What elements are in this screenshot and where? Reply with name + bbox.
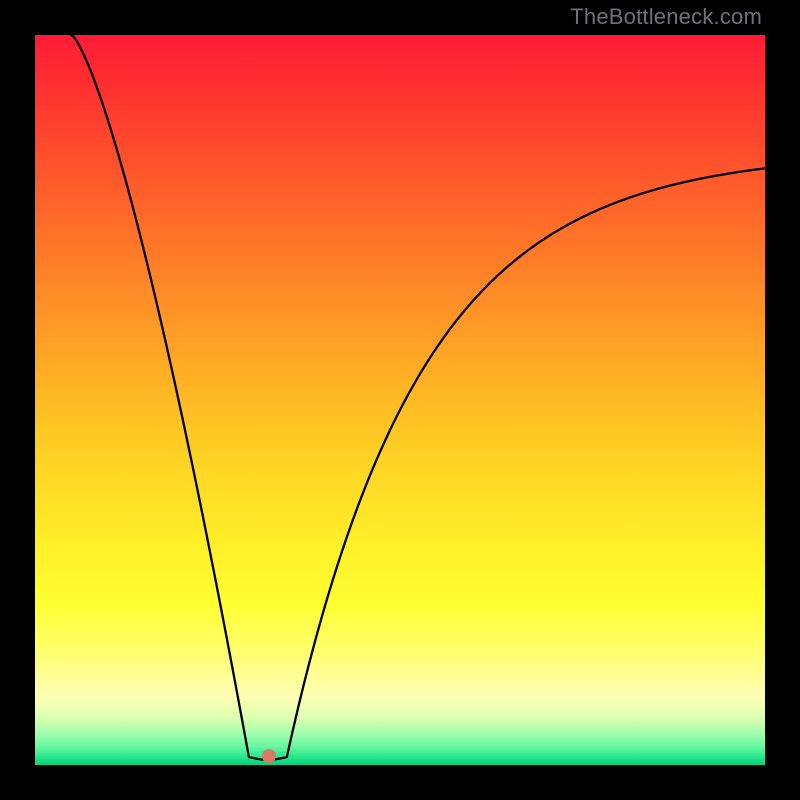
plot-area bbox=[35, 35, 765, 765]
optimal-point-marker bbox=[262, 749, 276, 763]
bottleneck-curve bbox=[35, 35, 765, 765]
watermark-text: TheBottleneck.com bbox=[570, 4, 762, 30]
